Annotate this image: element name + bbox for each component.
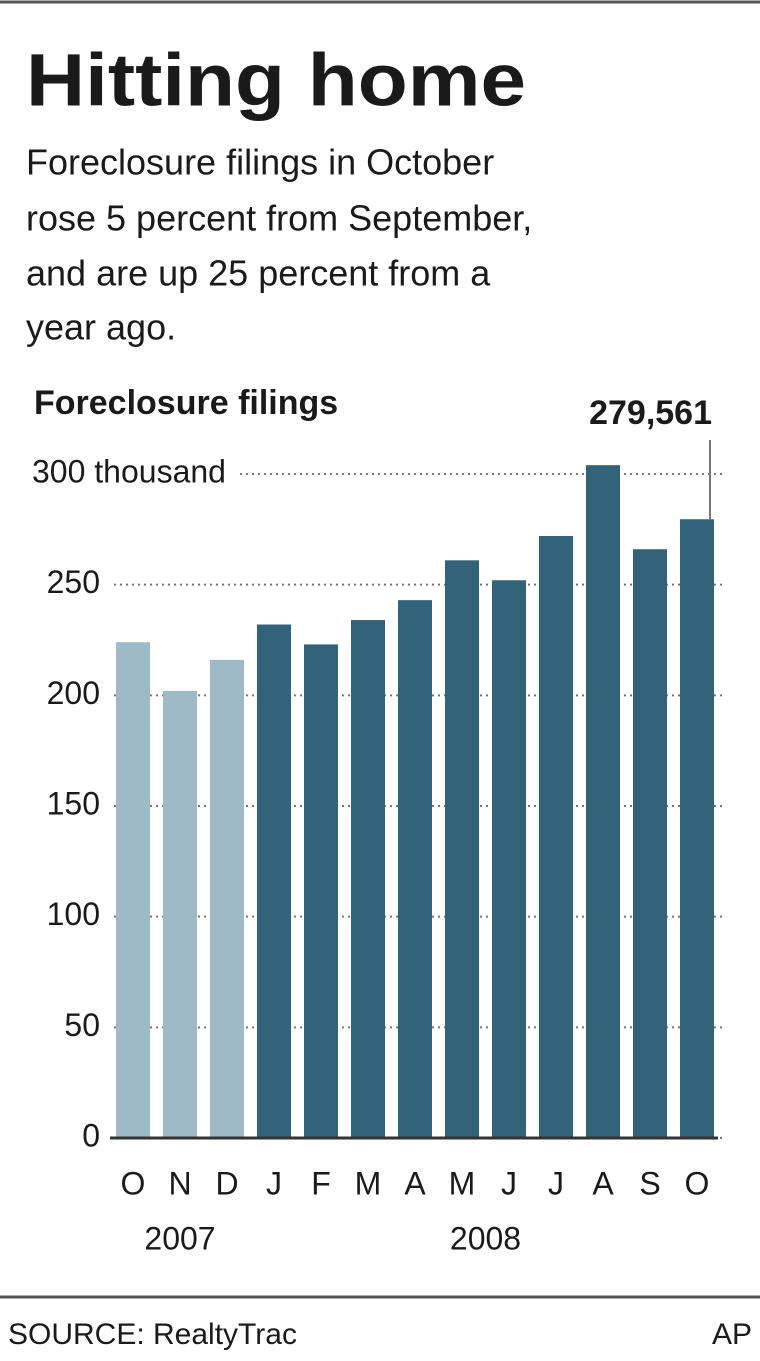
chart-title: Hitting home: [26, 39, 526, 122]
group-label: 2007: [144, 1220, 215, 1256]
y-tick-label: 50: [64, 1007, 100, 1043]
x-tick-label: M: [355, 1165, 382, 1201]
x-tick-label: A: [592, 1165, 614, 1201]
bar: [539, 535, 573, 1138]
bar: [163, 690, 197, 1138]
source: SOURCE: RealtyTrac: [8, 1318, 297, 1351]
bar: [257, 624, 291, 1138]
bar: [116, 642, 150, 1138]
subtitle: rose 5 percent from September,: [26, 198, 532, 239]
bar: [633, 549, 667, 1138]
bar: [398, 600, 432, 1138]
x-tick-label: O: [121, 1165, 146, 1201]
x-tick-label: N: [168, 1165, 191, 1201]
y-tick-label: 250: [47, 564, 100, 600]
y-tick-label: 200: [47, 675, 100, 711]
x-tick-label: O: [685, 1165, 710, 1201]
bar: [445, 560, 479, 1138]
plot: [116, 440, 714, 1138]
x-tick-label: J: [266, 1165, 282, 1201]
axis-title: Foreclosure filings: [34, 384, 338, 422]
value-label: 279,561: [589, 394, 712, 432]
x-tick-label: M: [449, 1165, 476, 1201]
bar: [586, 465, 620, 1138]
x-tick-label: A: [404, 1165, 426, 1201]
x-tick-label: S: [639, 1165, 660, 1201]
x-tick-label: F: [311, 1165, 331, 1201]
y-tick-label: 150: [47, 785, 100, 821]
subtitle: year ago.: [26, 307, 176, 348]
x-tick-label: D: [215, 1165, 238, 1201]
subtitle: Foreclosure filings in October: [26, 142, 494, 183]
x-tick-label: J: [501, 1165, 517, 1201]
bar: [210, 659, 244, 1138]
subtitle: and are up 25 percent from a: [26, 253, 491, 294]
bar: [680, 519, 714, 1138]
y-tick-label: 100: [47, 896, 100, 932]
group-label: 2008: [450, 1220, 521, 1256]
x-tick-label: J: [548, 1165, 564, 1201]
y-tick-label: 0: [82, 1117, 100, 1153]
bar: [304, 644, 338, 1138]
y-tick-label: 300 thousand: [32, 453, 226, 489]
bar: [492, 580, 526, 1138]
credit: AP: [712, 1318, 752, 1351]
bar: [351, 620, 385, 1138]
